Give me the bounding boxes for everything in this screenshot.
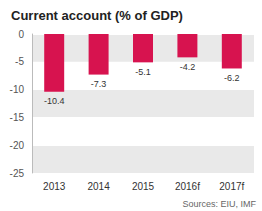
svg-text:-10.4: -10.4 — [44, 96, 65, 106]
svg-text:-10: -10 — [10, 84, 25, 95]
svg-text:2016f: 2016f — [175, 181, 200, 192]
svg-text:2017f: 2017f — [219, 181, 244, 192]
svg-text:-5: -5 — [15, 56, 24, 67]
svg-text:0: 0 — [18, 29, 24, 40]
svg-text:Sources: EIU, IMF: Sources: EIU, IMF — [182, 199, 256, 209]
svg-text:-20: -20 — [10, 140, 25, 151]
svg-text:2014: 2014 — [87, 181, 110, 192]
svg-text:Current account (% of GDP): Current account (% of GDP) — [11, 8, 183, 23]
svg-text:-5.1: -5.1 — [135, 67, 151, 77]
svg-text:2013: 2013 — [43, 181, 66, 192]
svg-text:2015: 2015 — [132, 181, 155, 192]
svg-text:-15: -15 — [10, 112, 25, 123]
svg-text:-4.2: -4.2 — [180, 62, 196, 72]
svg-text:-6.2: -6.2 — [224, 73, 240, 83]
svg-text:-25: -25 — [10, 168, 25, 179]
svg-text:-7.3: -7.3 — [91, 79, 107, 89]
